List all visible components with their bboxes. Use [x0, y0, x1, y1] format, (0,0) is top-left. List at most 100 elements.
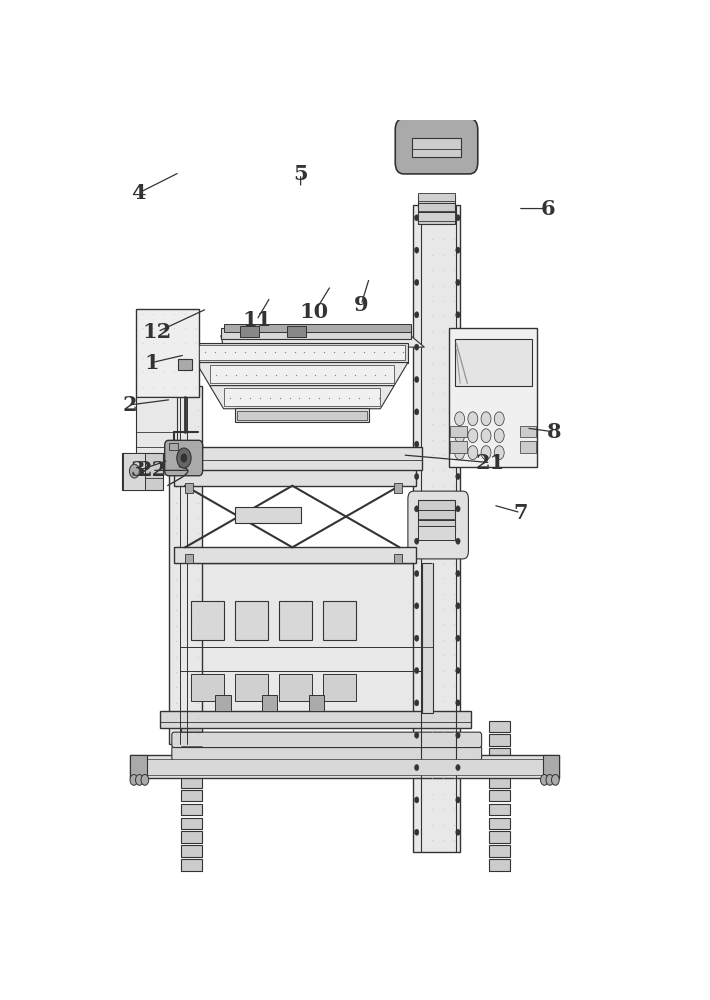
Circle shape — [415, 667, 419, 674]
Bar — [180, 563, 427, 713]
Bar — [413, 205, 460, 852]
Circle shape — [456, 506, 460, 512]
Bar — [422, 563, 432, 713]
Bar — [394, 483, 403, 493]
Bar — [489, 859, 510, 871]
Bar — [520, 441, 536, 453]
Circle shape — [468, 412, 478, 426]
Circle shape — [456, 635, 460, 641]
FancyBboxPatch shape — [172, 745, 481, 761]
Bar — [181, 831, 202, 843]
Circle shape — [494, 429, 504, 443]
FancyBboxPatch shape — [172, 732, 481, 748]
Circle shape — [468, 429, 478, 443]
Circle shape — [456, 732, 460, 738]
Circle shape — [454, 429, 464, 443]
Circle shape — [415, 279, 419, 286]
Bar — [394, 554, 403, 563]
Bar — [417, 500, 455, 532]
Circle shape — [456, 764, 460, 771]
Circle shape — [415, 441, 419, 447]
Bar — [185, 554, 193, 563]
Circle shape — [415, 764, 419, 771]
Bar — [123, 453, 145, 490]
Bar — [309, 695, 324, 711]
Bar — [234, 601, 268, 640]
Bar — [520, 426, 536, 437]
Circle shape — [456, 441, 460, 447]
FancyBboxPatch shape — [165, 440, 202, 476]
Text: 9: 9 — [354, 295, 368, 315]
Text: 2: 2 — [123, 395, 137, 415]
Circle shape — [456, 279, 460, 286]
Circle shape — [494, 446, 504, 460]
Bar — [160, 711, 471, 728]
Circle shape — [180, 453, 187, 463]
Circle shape — [129, 464, 139, 478]
Bar — [278, 674, 312, 701]
Text: 11: 11 — [242, 310, 271, 330]
Circle shape — [456, 409, 460, 415]
Bar — [174, 466, 416, 486]
Bar — [322, 601, 356, 640]
Bar — [181, 762, 202, 774]
Circle shape — [456, 797, 460, 803]
Circle shape — [456, 667, 460, 674]
Bar — [489, 762, 510, 774]
Bar — [181, 776, 202, 788]
Bar — [287, 326, 306, 337]
Bar — [489, 831, 510, 843]
Bar — [417, 195, 455, 224]
Bar — [450, 426, 466, 437]
Circle shape — [415, 409, 419, 415]
Bar — [185, 483, 193, 493]
Circle shape — [415, 635, 419, 641]
Bar — [181, 859, 202, 871]
Text: 12: 12 — [143, 322, 172, 342]
Bar — [136, 397, 177, 455]
Bar — [181, 748, 202, 760]
Bar — [122, 453, 163, 490]
Text: 3: 3 — [131, 460, 146, 480]
Circle shape — [415, 538, 419, 544]
FancyBboxPatch shape — [395, 118, 478, 174]
Bar — [489, 776, 510, 788]
Bar — [178, 359, 192, 370]
Bar — [237, 411, 366, 420]
Bar — [489, 818, 510, 829]
Text: 22: 22 — [138, 460, 167, 480]
Circle shape — [415, 603, 419, 609]
Bar — [489, 790, 510, 801]
Bar — [221, 328, 410, 339]
Bar — [322, 674, 356, 701]
Circle shape — [415, 344, 419, 350]
Circle shape — [456, 215, 460, 221]
Circle shape — [456, 312, 460, 318]
Text: 1: 1 — [145, 353, 159, 373]
Circle shape — [177, 448, 191, 468]
Bar — [181, 804, 202, 815]
Bar — [199, 345, 405, 360]
Bar — [168, 443, 178, 450]
Circle shape — [540, 774, 548, 785]
Bar — [181, 734, 202, 746]
Bar — [489, 804, 510, 815]
Text: 8: 8 — [547, 422, 561, 442]
Circle shape — [456, 376, 460, 383]
Bar — [130, 755, 146, 778]
Circle shape — [456, 247, 460, 253]
Polygon shape — [210, 386, 394, 409]
Bar — [417, 193, 455, 201]
Circle shape — [546, 774, 554, 785]
FancyBboxPatch shape — [172, 758, 481, 774]
Bar — [181, 818, 202, 829]
Bar — [181, 845, 202, 857]
Circle shape — [415, 247, 419, 253]
Circle shape — [415, 700, 419, 706]
Circle shape — [454, 412, 464, 426]
Bar — [215, 695, 231, 711]
Bar — [234, 507, 300, 523]
Circle shape — [415, 312, 419, 318]
Bar — [240, 326, 259, 337]
Circle shape — [141, 774, 148, 785]
